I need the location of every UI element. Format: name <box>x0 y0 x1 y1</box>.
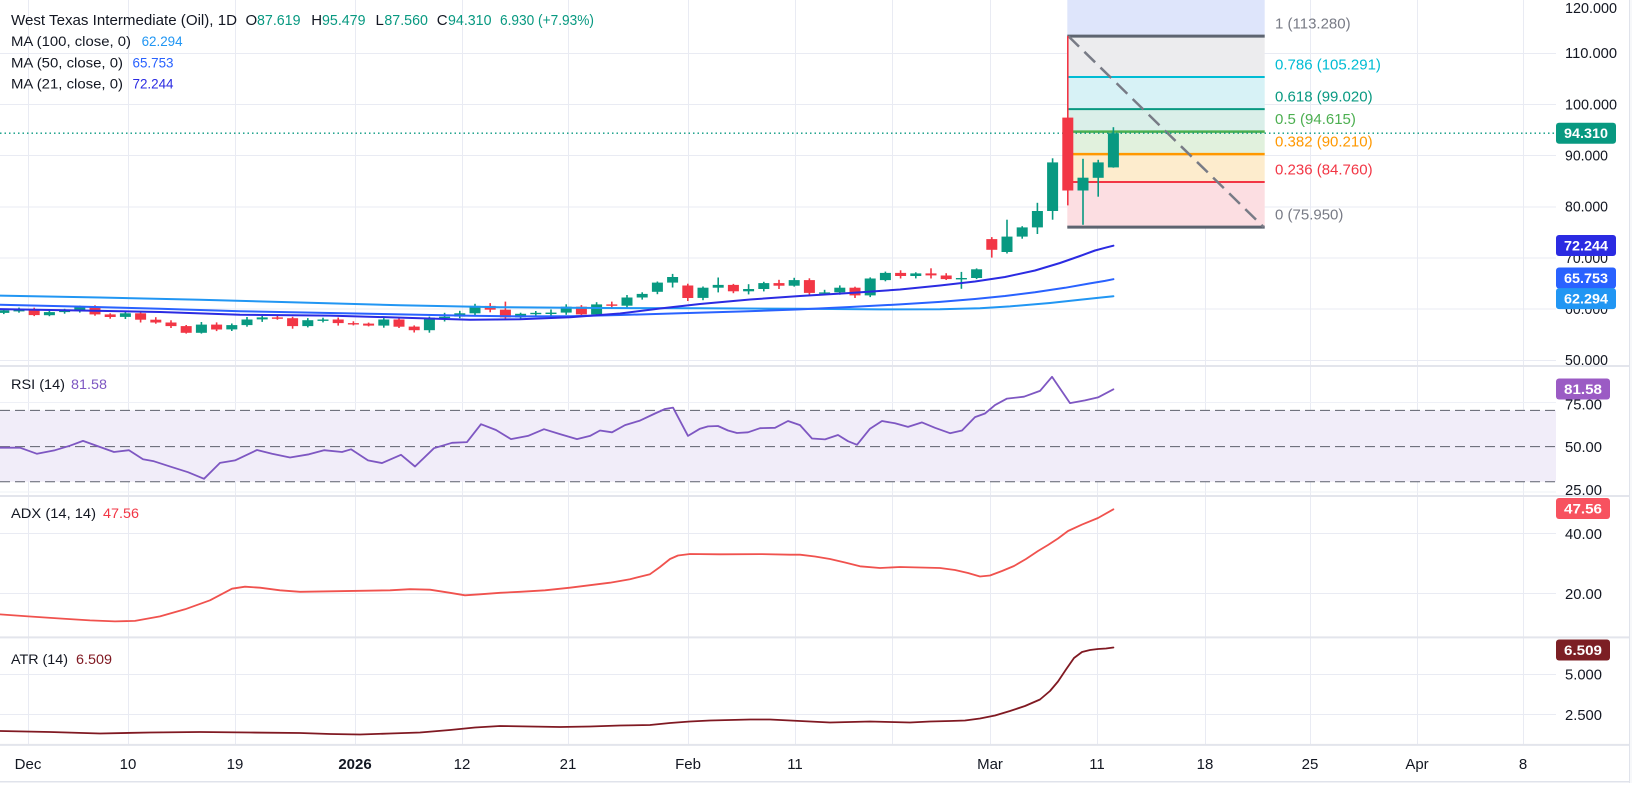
svg-text:MA (50, close, 0): MA (50, close, 0) <box>11 55 123 71</box>
svg-text:50.00: 50.00 <box>1565 439 1602 456</box>
svg-text:19: 19 <box>227 756 244 773</box>
svg-text:RSI (14): RSI (14) <box>11 376 65 392</box>
svg-text:90.000: 90.000 <box>1565 148 1608 165</box>
svg-text:C: C <box>437 12 448 29</box>
svg-text:12: 12 <box>454 756 471 773</box>
svg-text:L: L <box>376 12 384 29</box>
svg-text:Dec: Dec <box>15 756 42 773</box>
svg-text:72.244: 72.244 <box>1564 238 1608 254</box>
svg-text:94.310: 94.310 <box>448 12 492 29</box>
svg-text:47.56: 47.56 <box>103 505 139 521</box>
svg-text:ADX (14, 14): ADX (14, 14) <box>11 505 96 521</box>
svg-text:West Texas Intermediate (Oil),: West Texas Intermediate (Oil), 1D <box>11 12 237 29</box>
svg-text:25: 25 <box>1302 756 1319 773</box>
svg-text:95.479: 95.479 <box>322 12 366 29</box>
svg-text:87.560: 87.560 <box>384 12 428 29</box>
svg-text:25.00: 25.00 <box>1565 482 1602 499</box>
svg-text:5.000: 5.000 <box>1565 667 1602 684</box>
svg-text:120.000: 120.000 <box>1565 0 1617 17</box>
svg-text:11: 11 <box>787 756 803 773</box>
svg-text:2026: 2026 <box>338 756 371 773</box>
svg-text:62.294: 62.294 <box>1564 291 1608 307</box>
svg-text:110.000: 110.000 <box>1565 45 1617 62</box>
svg-text:0.5 (94.615): 0.5 (94.615) <box>1275 111 1356 128</box>
svg-text:11: 11 <box>1089 756 1105 773</box>
svg-text:0.786 (105.291): 0.786 (105.291) <box>1275 57 1381 74</box>
svg-text:65.753: 65.753 <box>1564 270 1608 286</box>
svg-text:H: H <box>311 12 322 29</box>
svg-text:47.56: 47.56 <box>1564 501 1602 517</box>
svg-text:6.509: 6.509 <box>76 651 112 667</box>
svg-text:MA (100, close, 0): MA (100, close, 0) <box>11 33 131 49</box>
svg-text:0.236 (84.760): 0.236 (84.760) <box>1275 162 1373 179</box>
svg-text:1 (113.280): 1 (113.280) <box>1275 16 1351 33</box>
svg-text:94.310: 94.310 <box>1564 125 1608 141</box>
svg-text:2.500: 2.500 <box>1565 707 1602 724</box>
svg-text:0.382 (90.210): 0.382 (90.210) <box>1275 134 1373 151</box>
svg-text:6.930 (+7.93%): 6.930 (+7.93%) <box>500 12 594 29</box>
svg-text:65.753: 65.753 <box>133 55 174 71</box>
svg-text:80.000: 80.000 <box>1565 199 1608 216</box>
svg-text:Mar: Mar <box>977 756 1003 773</box>
svg-text:40.00: 40.00 <box>1565 526 1602 543</box>
svg-text:21: 21 <box>560 756 577 773</box>
svg-text:0 (75.950): 0 (75.950) <box>1275 207 1343 224</box>
svg-text:20.00: 20.00 <box>1565 586 1602 603</box>
svg-text:72.244: 72.244 <box>133 76 174 92</box>
svg-text:81.58: 81.58 <box>71 376 107 392</box>
svg-text:ATR (14): ATR (14) <box>11 651 68 667</box>
svg-text:O: O <box>246 12 258 29</box>
svg-text:81.58: 81.58 <box>1564 381 1602 397</box>
svg-text:10: 10 <box>120 756 137 773</box>
svg-text:8: 8 <box>1519 756 1527 773</box>
svg-text:MA (21, close, 0): MA (21, close, 0) <box>11 76 123 92</box>
svg-text:100.000: 100.000 <box>1565 96 1617 113</box>
svg-text:62.294: 62.294 <box>142 33 183 49</box>
svg-text:87.619: 87.619 <box>257 12 301 29</box>
svg-text:18: 18 <box>1197 756 1214 773</box>
svg-text:Feb: Feb <box>675 756 701 773</box>
svg-text:0.618 (99.020): 0.618 (99.020) <box>1275 89 1373 106</box>
svg-text:50.000: 50.000 <box>1565 352 1608 369</box>
svg-text:Apr: Apr <box>1405 756 1428 773</box>
svg-text:75.00: 75.00 <box>1565 396 1602 413</box>
svg-text:6.509: 6.509 <box>1564 642 1602 658</box>
